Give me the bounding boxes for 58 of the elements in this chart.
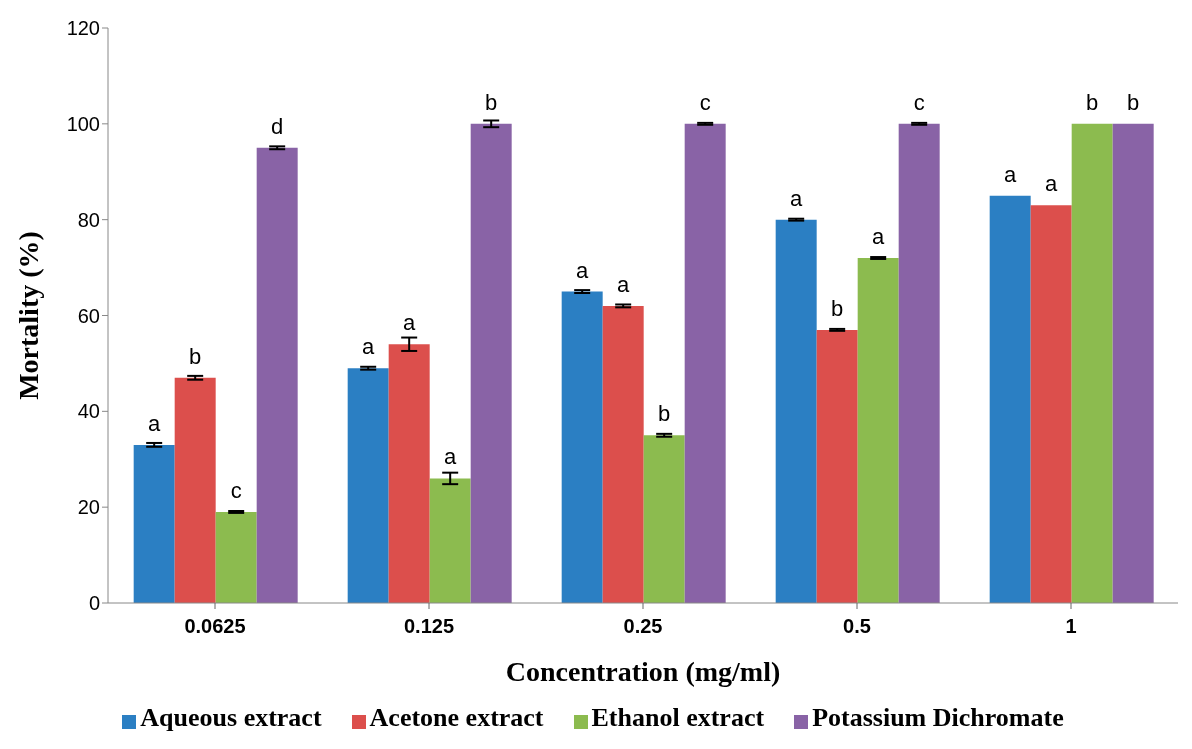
x-tick-label: 0.25 bbox=[623, 615, 663, 638]
x-tick-label: 0.5 bbox=[843, 615, 871, 638]
bar bbox=[174, 377, 216, 603]
x-tick-label: 1 bbox=[1065, 615, 1077, 638]
y-tick-label: 120 bbox=[66, 17, 100, 40]
data-label: a bbox=[148, 410, 162, 436]
data-label: b bbox=[485, 89, 498, 115]
data-label: a bbox=[576, 257, 590, 283]
bar bbox=[133, 444, 175, 603]
bar bbox=[643, 435, 685, 603]
legend-label: Acetone extract bbox=[369, 703, 544, 732]
data-label: b bbox=[831, 295, 844, 321]
y-axis-title: Mortality (%) bbox=[12, 231, 44, 400]
data-label: b bbox=[1127, 89, 1140, 115]
data-label: a bbox=[617, 271, 631, 297]
y-tick-label: 0 bbox=[88, 592, 100, 615]
bar bbox=[561, 291, 603, 603]
bar bbox=[1112, 123, 1154, 603]
data-label: a bbox=[1045, 171, 1059, 197]
bar bbox=[1030, 205, 1072, 603]
bar bbox=[775, 219, 817, 603]
bar bbox=[470, 123, 512, 603]
y-tick-label: 100 bbox=[66, 112, 100, 135]
bar bbox=[816, 329, 858, 603]
bar bbox=[684, 123, 726, 603]
x-tick-label: 0.0625 bbox=[184, 615, 246, 638]
data-label: a bbox=[1004, 161, 1018, 187]
bar bbox=[1071, 123, 1113, 603]
x-tick-label: 0.125 bbox=[403, 615, 455, 638]
bar bbox=[989, 195, 1031, 603]
bar bbox=[857, 258, 899, 603]
data-label: b bbox=[1086, 89, 1099, 115]
y-tick-label: 60 bbox=[77, 304, 100, 327]
legend-label: Ethanol extract bbox=[591, 703, 765, 732]
bar bbox=[347, 368, 389, 603]
legend-label: Potassium Dichromate bbox=[812, 703, 1064, 732]
bar bbox=[256, 147, 298, 603]
data-label: b bbox=[189, 343, 202, 369]
data-label: a bbox=[444, 444, 458, 470]
bar bbox=[898, 123, 940, 603]
data-label: a bbox=[872, 224, 886, 249]
bar bbox=[388, 344, 430, 603]
data-label: b bbox=[658, 401, 671, 427]
data-label: a bbox=[403, 310, 417, 336]
data-label: a bbox=[362, 334, 376, 360]
data-label: a bbox=[790, 185, 804, 211]
bar bbox=[602, 305, 644, 603]
x-axis-title: Concentration (mg/ml) bbox=[505, 656, 781, 687]
legend-label: Aqueous extract bbox=[140, 703, 322, 732]
y-tick-label: 40 bbox=[77, 400, 100, 423]
data-label: c bbox=[913, 89, 925, 115]
bar bbox=[429, 478, 471, 603]
data-label: d bbox=[271, 113, 284, 139]
bar bbox=[215, 511, 257, 603]
data-label: c bbox=[230, 477, 242, 503]
y-tick-label: 20 bbox=[77, 496, 100, 519]
data-label: c bbox=[699, 89, 711, 115]
y-tick-label: 80 bbox=[77, 208, 100, 231]
